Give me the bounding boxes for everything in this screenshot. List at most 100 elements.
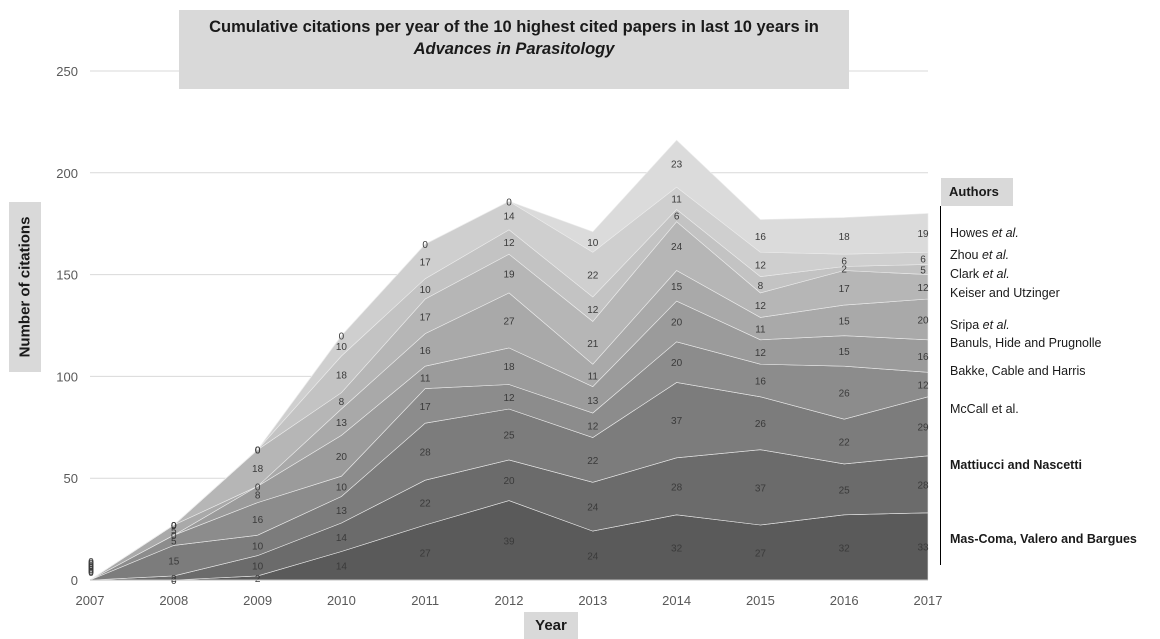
data-label: 28 <box>420 448 432 459</box>
legend-item-suffix: et al. <box>981 248 1010 262</box>
data-label: 10 <box>252 541 264 552</box>
data-label: 5 <box>920 266 926 277</box>
data-label: 23 <box>671 160 683 171</box>
data-label: 0 <box>88 560 94 571</box>
data-label: 0 <box>171 531 177 542</box>
data-label: 26 <box>839 389 851 400</box>
data-label: 12 <box>755 348 767 359</box>
x-axis-label: Year <box>524 612 578 639</box>
data-label: 20 <box>336 452 348 463</box>
x-tick-label: 2015 <box>746 593 775 608</box>
data-label: 25 <box>839 485 851 496</box>
data-label: 27 <box>503 316 515 327</box>
data-label: 11 <box>671 194 682 205</box>
data-label: 12 <box>917 283 929 294</box>
legend-item: Zhou et al. <box>950 248 1009 262</box>
data-label: 14 <box>336 562 348 573</box>
y-axis-label: Number of citations <box>16 216 34 358</box>
data-label: 0 <box>255 446 261 457</box>
area-layer <box>89 139 929 581</box>
legend-item: Bakke, Cable and Harris <box>950 364 1085 378</box>
legend-item-suffix: et al. <box>982 267 1010 281</box>
x-tick-label: 2010 <box>327 593 356 608</box>
data-label: 0 <box>171 576 177 587</box>
data-label: 5 <box>171 526 177 537</box>
data-label: 12 <box>755 260 767 271</box>
chart-title: Cumulative citations per year of the 10 … <box>179 10 849 89</box>
data-label: 22 <box>587 456 599 467</box>
data-label: 12 <box>503 393 515 404</box>
legend-item: Mas-Coma, Valero and Bargues <box>950 532 1137 546</box>
data-label: 16 <box>420 346 432 357</box>
y-tick-label: 100 <box>56 369 78 384</box>
data-label: 29 <box>917 422 929 433</box>
data-label: 15 <box>168 557 180 568</box>
data-label: 12 <box>755 301 767 312</box>
data-label: 10 <box>336 482 348 493</box>
legend-divider <box>940 206 941 565</box>
data-label: 18 <box>839 232 851 243</box>
data-label: 15 <box>671 282 683 293</box>
area-series-10 <box>89 139 929 581</box>
data-label: 18 <box>336 370 348 381</box>
data-label: 6 <box>841 256 847 267</box>
data-label: 8 <box>339 397 345 408</box>
y-axis-label-box <box>9 202 41 372</box>
data-label: 0 <box>88 564 94 575</box>
data-label: 0 <box>171 521 177 532</box>
legend-item-label: Clark <box>950 267 983 281</box>
data-label: 2 <box>255 574 261 585</box>
legend-item: Keiser and Utzinger <box>950 286 1060 300</box>
data-label: 32 <box>671 543 683 554</box>
legend-item-label: Keiser and Utzinger <box>950 286 1060 300</box>
data-label: 16 <box>252 515 264 526</box>
data-label: 12 <box>587 305 599 316</box>
legend-item-suffix: et al. <box>982 318 1010 332</box>
data-label: 8 <box>758 281 764 292</box>
legend-item-label: Banuls, Hide and Prugnolle <box>950 336 1102 350</box>
data-label: 28 <box>671 482 683 493</box>
x-tick-label: 2008 <box>159 593 188 608</box>
legend-title: Authors <box>941 178 1013 206</box>
x-tick-label: 2007 <box>76 593 105 608</box>
data-label: 5 <box>171 536 177 547</box>
data-label: 11 <box>420 373 431 384</box>
data-label: 13 <box>336 506 348 517</box>
data-label: 0 <box>422 240 428 251</box>
data-label: 37 <box>755 483 767 494</box>
legend-item-label: Mattiucci and Nascetti <box>950 458 1082 472</box>
data-label: 0 <box>255 446 261 457</box>
data-label: 14 <box>336 533 348 544</box>
data-label: 18 <box>503 362 515 373</box>
data-label: 20 <box>503 476 515 487</box>
legend-item-label: Bakke, Cable and Harris <box>950 364 1086 378</box>
data-label: 0 <box>171 521 177 532</box>
data-label: 2 <box>171 574 177 585</box>
legend-item-label: McCall et al. <box>950 402 1019 416</box>
x-tick-label: 2009 <box>243 593 272 608</box>
x-tick-label: 2017 <box>914 593 943 608</box>
data-label: 17 <box>420 312 432 323</box>
data-label: 6 <box>674 212 680 223</box>
data-label: 21 <box>587 339 599 350</box>
legend-item: Clark et al. <box>950 267 1010 281</box>
legend-item: Howes et al. <box>950 226 1019 240</box>
data-label: 0 <box>506 197 512 208</box>
data-label: 27 <box>755 549 767 560</box>
data-label: 12 <box>503 238 515 249</box>
data-label: 25 <box>503 430 515 441</box>
x-tick-label: 2012 <box>495 593 524 608</box>
legend-item-suffix: et al. <box>991 226 1019 240</box>
data-label: 13 <box>336 418 348 429</box>
data-label: 0 <box>88 562 94 573</box>
chart-title-line1: Cumulative citations per year of the 10 … <box>209 18 819 36</box>
data-label: 33 <box>917 542 929 553</box>
x-tick-label: 2014 <box>662 593 691 608</box>
x-tick-label: 2016 <box>830 593 859 608</box>
data-label: 17 <box>420 402 432 413</box>
data-label: 24 <box>587 503 599 514</box>
data-label: 16 <box>755 232 767 243</box>
data-label: 22 <box>420 499 432 510</box>
